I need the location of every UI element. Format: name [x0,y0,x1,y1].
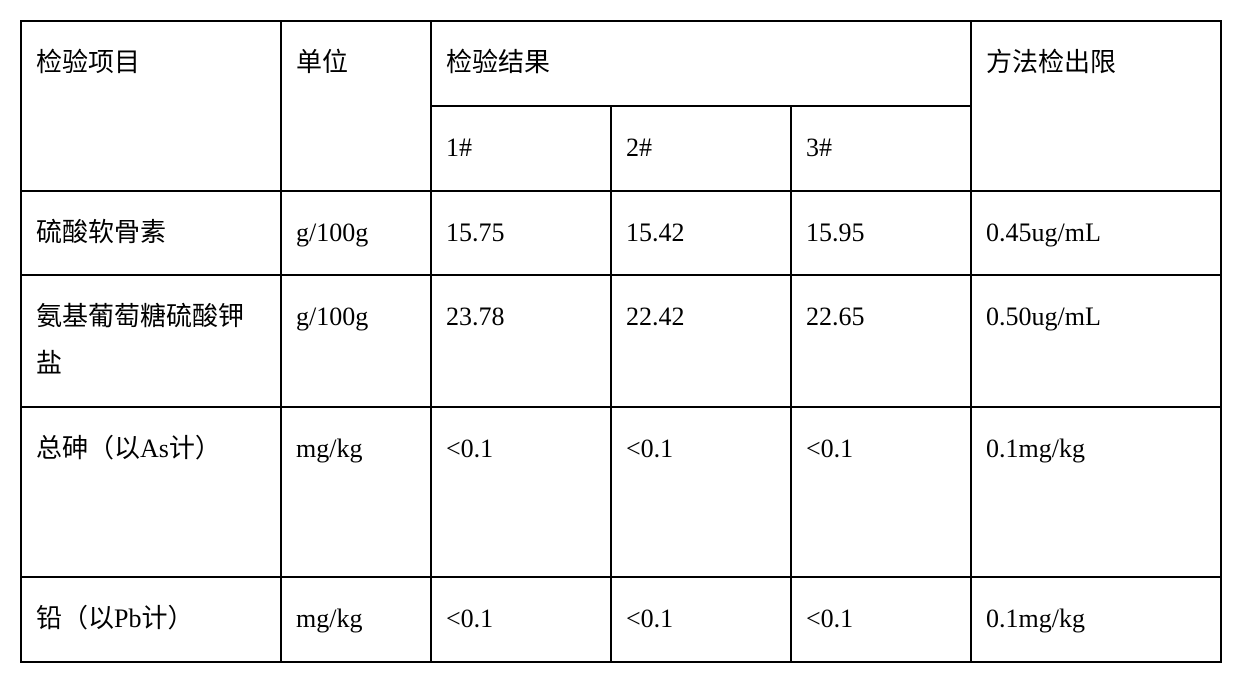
cell-item: 硫酸软骨素 [21,191,281,276]
cell-result: <0.1 [431,577,611,662]
cell-result: <0.1 [791,407,971,577]
header-results: 检验结果 [431,21,971,106]
cell-result: <0.1 [611,577,791,662]
cell-result: 22.65 [791,275,971,407]
header-result-col-1: 1# [431,106,611,191]
header-unit: 单位 [281,21,431,191]
cell-item: 铅（以Pb计） [21,577,281,662]
cell-unit: mg/kg [281,407,431,577]
header-limit: 方法检出限 [971,21,1221,191]
cell-result: 15.42 [611,191,791,276]
cell-result: 15.95 [791,191,971,276]
cell-result: <0.1 [791,577,971,662]
cell-limit: 0.1mg/kg [971,577,1221,662]
header-item: 检验项目 [21,21,281,191]
header-result-col-2: 2# [611,106,791,191]
table-body: 检验项目 单位 检验结果 方法检出限 1# 2# 3# 硫酸软骨素 g/100g… [21,21,1221,662]
cell-limit: 0.45ug/mL [971,191,1221,276]
cell-result: <0.1 [431,407,611,577]
cell-result: 22.42 [611,275,791,407]
table-row: 硫酸软骨素 g/100g 15.75 15.42 15.95 0.45ug/mL [21,191,1221,276]
cell-unit: g/100g [281,275,431,407]
test-results-table: 检验项目 单位 检验结果 方法检出限 1# 2# 3# 硫酸软骨素 g/100g… [20,20,1222,663]
cell-result: 23.78 [431,275,611,407]
table-row: 总砷（以As计） mg/kg <0.1 <0.1 <0.1 0.1mg/kg [21,407,1221,577]
cell-unit: mg/kg [281,577,431,662]
cell-limit: 0.1mg/kg [971,407,1221,577]
table-header-row-1: 检验项目 单位 检验结果 方法检出限 [21,21,1221,106]
table-row: 氨基葡萄糖硫酸钾盐 g/100g 23.78 22.42 22.65 0.50u… [21,275,1221,407]
cell-item: 总砷（以As计） [21,407,281,577]
cell-result: 15.75 [431,191,611,276]
cell-result: <0.1 [611,407,791,577]
cell-unit: g/100g [281,191,431,276]
cell-limit: 0.50ug/mL [971,275,1221,407]
header-result-col-3: 3# [791,106,971,191]
table-row: 铅（以Pb计） mg/kg <0.1 <0.1 <0.1 0.1mg/kg [21,577,1221,662]
cell-item: 氨基葡萄糖硫酸钾盐 [21,275,281,407]
